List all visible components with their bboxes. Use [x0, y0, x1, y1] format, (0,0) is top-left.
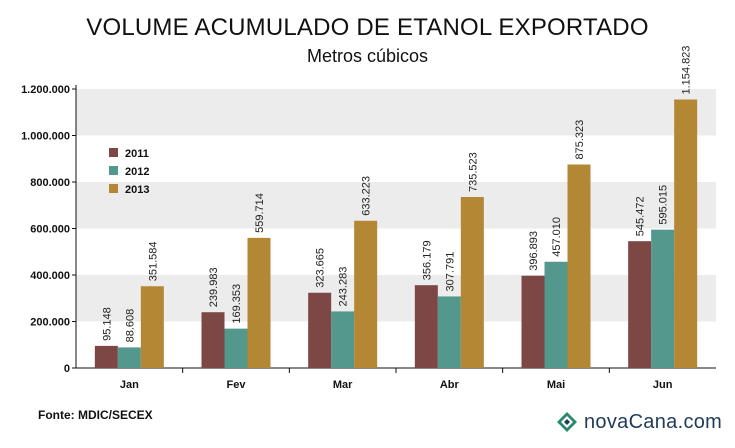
data-label-2013-jan: 351.584 — [147, 241, 159, 281]
bar-2012-jun — [651, 229, 675, 368]
data-label-2012-mai: 457.010 — [551, 217, 563, 257]
bar-2012-mai — [544, 261, 568, 368]
chart-title: VOLUME ACUMULADO DE ETANOL EXPORTADO — [86, 14, 649, 41]
legend-label-2011: 2011 — [125, 148, 149, 160]
bar-2013-fev — [247, 237, 271, 368]
bar-2012-abr — [437, 296, 461, 368]
legend-swatch-2011 — [109, 148, 118, 157]
bar-2011-jan — [94, 345, 118, 368]
data-label-2011-jun: 545.472 — [635, 196, 647, 236]
x-tick-label: Fev — [227, 379, 247, 391]
data-label-2013-mai: 875.323 — [574, 120, 586, 160]
axes: 0 200.000 400.000 600.000 800.000 1.000.000 1.… — [21, 84, 716, 391]
y-tick-label: 0 — [64, 363, 70, 375]
chart-subtitle: Metros cúbicos — [306, 46, 429, 66]
data-label-2013-jun: 1.154.823 — [681, 46, 693, 95]
legend-swatch-2013 — [109, 184, 118, 193]
data-label-2012-jun: 595.015 — [658, 185, 670, 225]
y-tick-label: 200.000 — [30, 317, 70, 329]
source-note: Fonte: MDIC/SECEX — [38, 408, 153, 422]
data-labels: 95.148 88.608 351.584 239.983 169.353 559.714… — [101, 46, 692, 343]
bar-2012-mar — [331, 311, 355, 368]
bar-2013-jun — [674, 99, 698, 368]
legend: 2011 2012 2013 — [109, 148, 149, 196]
y-tick-label: 1.200.000 — [21, 84, 70, 96]
data-label-2012-abr: 307.791 — [444, 252, 456, 292]
legend-swatch-2012 — [109, 166, 118, 175]
novacana-logo: novaCana.com — [556, 409, 722, 435]
bar-2013-mai — [567, 164, 591, 368]
data-label-2012-fev: 169.353 — [231, 284, 243, 324]
grid-band — [76, 275, 716, 322]
bar-2011-jun — [628, 241, 652, 368]
data-label-2011-mai: 396.893 — [528, 231, 540, 271]
bar-2013-jan — [140, 286, 164, 368]
data-label-2012-mar: 243.283 — [338, 267, 350, 307]
bar-2013-mar — [354, 220, 378, 368]
y-tick-label: 800.000 — [30, 177, 70, 189]
legend-label-2013: 2013 — [125, 184, 149, 196]
x-tick-label: Jan — [120, 379, 139, 391]
grid-band — [76, 89, 716, 136]
data-label-2013-fev: 559.714 — [254, 193, 266, 233]
data-label-2011-mar: 323.665 — [315, 248, 327, 288]
data-label-2013-mar: 633.223 — [361, 176, 373, 216]
grid-band — [76, 182, 716, 229]
bar-2012-fev — [224, 328, 248, 368]
x-tick-label: Mai — [547, 379, 565, 391]
novacana-diamond-icon — [557, 412, 577, 432]
data-label-2011-jan: 95.148 — [101, 307, 113, 341]
y-tick-label: 600.000 — [30, 224, 70, 236]
bar-2011-mar — [308, 292, 332, 368]
bar-2011-mai — [521, 275, 545, 368]
data-label-2012-jan: 88.608 — [124, 309, 136, 343]
data-label-2013-abr: 735.523 — [467, 152, 479, 192]
bar-2011-fev — [201, 312, 225, 368]
grid-bands — [76, 89, 716, 322]
bars — [94, 99, 698, 368]
y-tick-label: 1.000.000 — [21, 131, 70, 143]
bar-2011-abr — [414, 285, 438, 368]
logo-text: novaCana.com — [584, 410, 723, 433]
x-tick-label: Mar — [333, 379, 353, 391]
y-tick-label: 400.000 — [30, 270, 70, 282]
legend-label-2012: 2012 — [125, 166, 149, 178]
bar-2013-abr — [460, 196, 484, 368]
bar-2012-jan — [117, 347, 141, 368]
x-tick-label: Jun — [653, 379, 673, 391]
data-label-2011-abr: 356.179 — [421, 240, 433, 280]
x-tick-label: Abr — [440, 379, 460, 391]
data-label-2011-fev: 239.983 — [208, 267, 220, 307]
